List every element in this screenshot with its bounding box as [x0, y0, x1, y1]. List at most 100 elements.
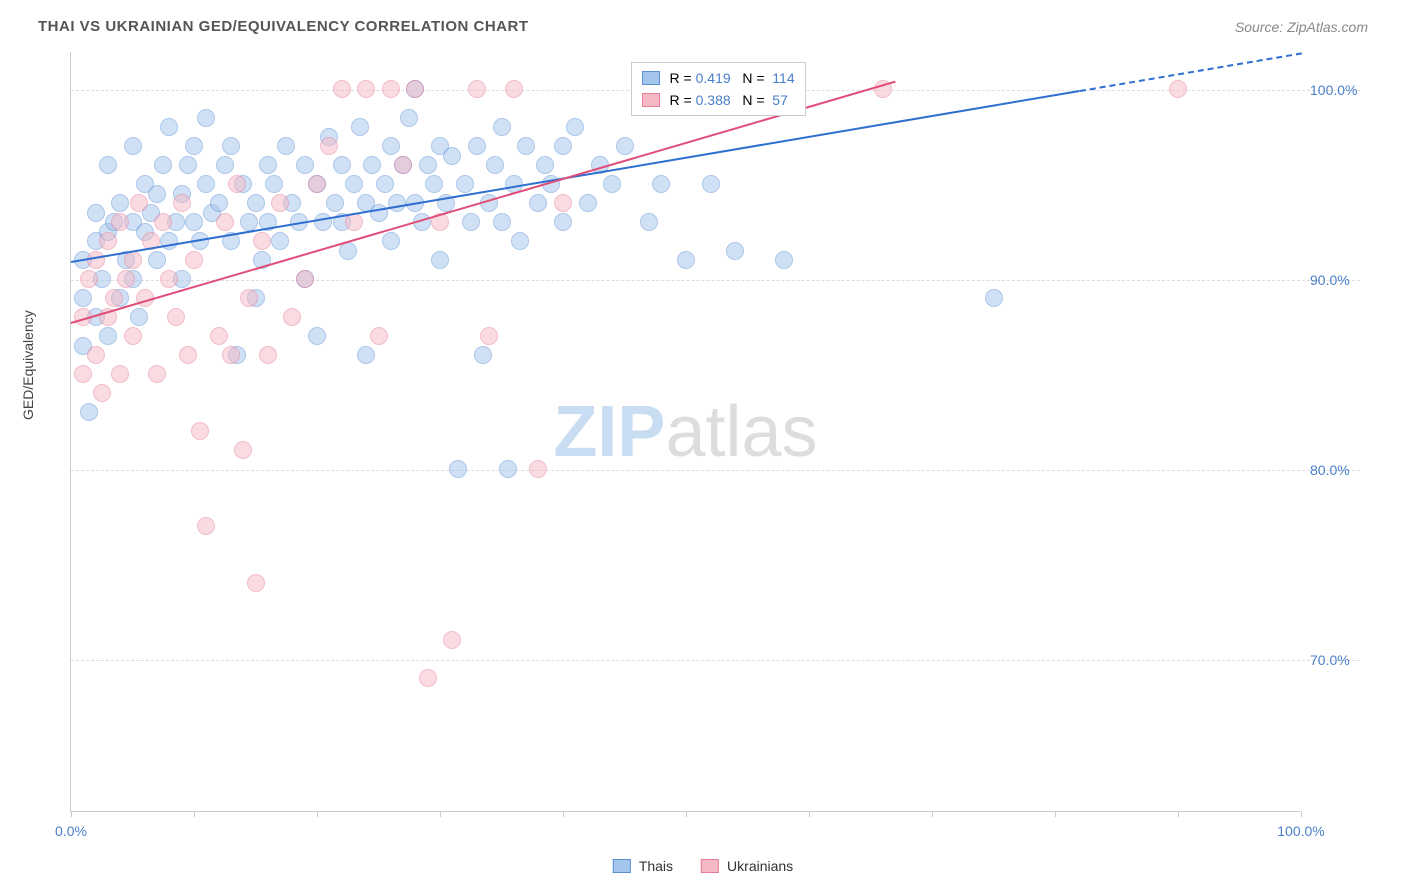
gridline-h: [71, 280, 1360, 281]
data-point: [554, 137, 572, 155]
data-point: [74, 289, 92, 307]
data-point: [388, 194, 406, 212]
data-point: [130, 308, 148, 326]
xtick-label: 100.0%: [1277, 823, 1324, 839]
data-point: [185, 251, 203, 269]
data-point: [296, 156, 314, 174]
data-point: [985, 289, 1003, 307]
data-point: [99, 232, 117, 250]
data-point: [173, 194, 191, 212]
data-point: [652, 175, 670, 193]
data-point: [376, 175, 394, 193]
data-point: [775, 251, 793, 269]
data-point: [554, 213, 572, 231]
data-point: [333, 156, 351, 174]
ytick-label: 80.0%: [1310, 462, 1370, 478]
gridline-h: [71, 470, 1360, 471]
data-point: [124, 327, 142, 345]
swatch-icon: [642, 71, 660, 85]
trend-line: [71, 90, 1080, 263]
data-point: [191, 422, 209, 440]
data-point: [425, 175, 443, 193]
xtick: [71, 811, 72, 817]
data-point: [259, 156, 277, 174]
data-point: [222, 346, 240, 364]
stats-legend-row: R = 0.419 N = 114: [642, 67, 795, 89]
data-point: [726, 242, 744, 260]
stats-text: R = 0.388 N = 57: [666, 89, 788, 111]
data-point: [363, 156, 381, 174]
data-point: [320, 137, 338, 155]
data-point: [493, 118, 511, 136]
data-point: [677, 251, 695, 269]
data-point: [370, 204, 388, 222]
data-point: [87, 204, 105, 222]
data-point: [228, 175, 246, 193]
data-point: [99, 327, 117, 345]
data-point: [493, 213, 511, 231]
data-point: [468, 137, 486, 155]
data-point: [117, 270, 135, 288]
data-point: [80, 270, 98, 288]
legend-label-thais: Thais: [639, 858, 673, 874]
xtick: [932, 811, 933, 817]
data-point: [93, 384, 111, 402]
xtick: [1055, 811, 1056, 817]
data-point: [148, 365, 166, 383]
data-point: [74, 365, 92, 383]
gridline-h: [71, 660, 1360, 661]
data-point: [462, 213, 480, 231]
ytick-label: 70.0%: [1310, 652, 1370, 668]
data-point: [234, 441, 252, 459]
data-point: [130, 194, 148, 212]
data-point: [400, 109, 418, 127]
swatch-icon: [642, 93, 660, 107]
data-point: [449, 460, 467, 478]
data-point: [216, 213, 234, 231]
data-point: [105, 289, 123, 307]
data-point: [179, 156, 197, 174]
data-point: [603, 175, 621, 193]
watermark: ZIPatlas: [553, 391, 817, 473]
data-point: [197, 175, 215, 193]
data-point: [160, 270, 178, 288]
xtick: [194, 811, 195, 817]
data-point: [357, 80, 375, 98]
data-point: [216, 156, 234, 174]
data-point: [370, 327, 388, 345]
data-point: [499, 460, 517, 478]
data-point: [431, 251, 449, 269]
data-point: [148, 251, 166, 269]
data-point: [517, 137, 535, 155]
data-point: [210, 194, 228, 212]
data-point: [247, 194, 265, 212]
data-point: [351, 118, 369, 136]
trend-line: [71, 81, 896, 324]
data-point: [296, 270, 314, 288]
data-point: [283, 308, 301, 326]
data-point: [247, 574, 265, 592]
data-point: [179, 346, 197, 364]
data-point: [357, 346, 375, 364]
xtick: [440, 811, 441, 817]
legend-item-ukrainians: Ukrainians: [701, 858, 793, 874]
data-point: [382, 80, 400, 98]
data-point: [148, 185, 166, 203]
data-point: [505, 80, 523, 98]
data-point: [443, 147, 461, 165]
data-point: [443, 631, 461, 649]
data-point: [308, 327, 326, 345]
data-point: [616, 137, 634, 155]
data-point: [111, 365, 129, 383]
bottom-legend: Thais Ukrainians: [613, 858, 793, 874]
data-point: [554, 194, 572, 212]
data-point: [314, 213, 332, 231]
data-point: [197, 517, 215, 535]
data-point: [326, 194, 344, 212]
ytick-label: 90.0%: [1310, 272, 1370, 288]
data-point: [154, 156, 172, 174]
data-point: [240, 289, 258, 307]
data-point: [87, 251, 105, 269]
data-point: [640, 213, 658, 231]
xtick: [809, 811, 810, 817]
